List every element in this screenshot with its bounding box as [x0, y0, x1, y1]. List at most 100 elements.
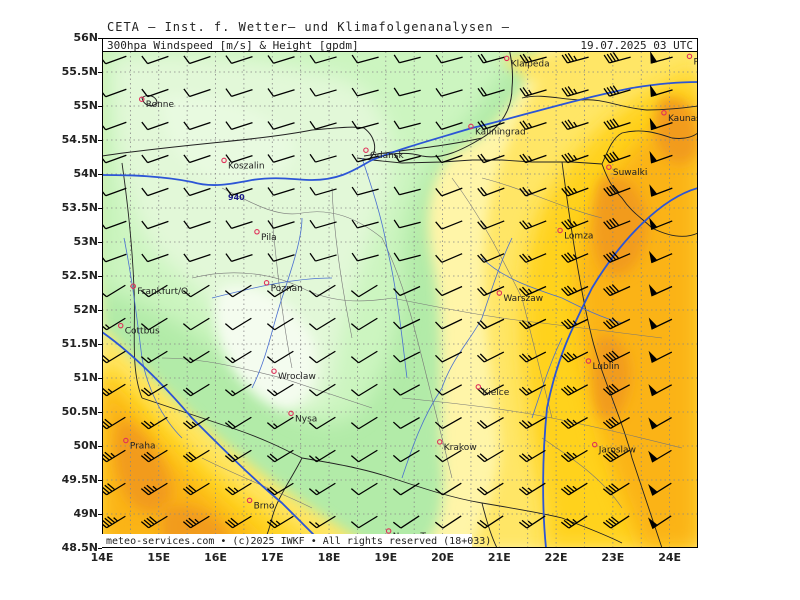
lon-tick-label: 16E [204, 551, 227, 564]
wind-barb [308, 449, 336, 463]
city-label: Koszalin [228, 161, 265, 171]
wind-barb [266, 317, 294, 331]
wind-barb [477, 53, 505, 64]
wind-barb [308, 284, 336, 298]
city-label: Praha [130, 442, 156, 452]
wind-barb [434, 515, 462, 529]
wind-barb [477, 186, 505, 197]
wind-barb [267, 220, 295, 229]
lat-tick-mark [98, 72, 102, 73]
wind-barb [140, 416, 168, 430]
wind-barb [602, 383, 631, 396]
wind-barb [102, 515, 126, 529]
lat-tick-label: 55N [73, 99, 98, 112]
wind-barb [435, 87, 463, 97]
city-label: Panevezys [693, 57, 698, 67]
city-label: Kaunas [668, 114, 698, 124]
wind-barb [224, 482, 252, 496]
lat-tick-mark [98, 378, 102, 379]
lat-tick-label: 51N [73, 371, 98, 384]
wind-barb [518, 515, 546, 529]
wind-barb [435, 154, 463, 164]
valid-datetime: 19.07.2025 03 UTC [580, 39, 693, 52]
wind-barb [393, 285, 421, 297]
lon-tick-label: 20E [431, 551, 454, 564]
wind-barb [435, 121, 463, 130]
lat-tick-mark [98, 344, 102, 345]
city-label: Ronne [146, 100, 175, 110]
lon-tick-label: 14E [90, 551, 114, 564]
wind-barb [560, 384, 589, 396]
wind-barb [140, 350, 168, 364]
wind-barb [183, 55, 211, 65]
header-bar: 300hpa Windspeed [m/s] & Height [gpdm] 1… [102, 38, 698, 52]
wind-barb [649, 84, 673, 98]
wind-barb [476, 515, 504, 529]
rivers [123, 157, 623, 479]
lat-tick-mark [98, 38, 102, 39]
wind-barb [602, 350, 631, 363]
wind-barb [309, 54, 337, 64]
wind-barb [560, 515, 588, 529]
city-label: Warszaw [503, 294, 543, 304]
lat-tick-mark [98, 446, 102, 447]
wind-barb [351, 87, 379, 97]
wind-barb [561, 152, 589, 164]
city-label: Gdansk [370, 151, 405, 161]
wind-barb [183, 154, 211, 164]
wind-barb [603, 251, 631, 263]
wind-barb [309, 87, 337, 97]
wind-barb [603, 118, 631, 130]
wind-barb [182, 482, 210, 496]
wind-barb [434, 384, 463, 396]
wind-barb [649, 250, 673, 264]
wind-barb [648, 482, 672, 496]
wind-barb [266, 284, 294, 298]
wind-barb [393, 87, 421, 97]
city-label: Klaipeda [511, 59, 550, 69]
windspeed-shading [102, 38, 698, 548]
wind-barb [308, 515, 336, 529]
city-marker [288, 410, 294, 417]
wind-barb [648, 417, 672, 430]
lat-tick-mark [98, 480, 102, 481]
city-marker [585, 358, 592, 364]
wind-barb [561, 185, 589, 197]
wind-barb [561, 252, 589, 263]
lat-tick-mark [98, 514, 102, 515]
wind-barb [561, 86, 589, 97]
wind-barb [650, 51, 673, 64]
wind-barb [350, 317, 378, 331]
wind-barb [267, 253, 295, 262]
wind-barb [225, 154, 253, 163]
wind-barb [393, 153, 421, 163]
wind-barb [602, 515, 630, 529]
wind-barb [351, 186, 379, 196]
wind-barb [476, 482, 504, 496]
wind-barb [434, 482, 462, 496]
wind-barb [603, 184, 631, 197]
wind-barb [476, 449, 504, 463]
city-marker [221, 157, 227, 164]
lat-tick-label: 49N [73, 507, 98, 520]
city-marker [496, 290, 503, 296]
wind-barb [102, 482, 126, 496]
lon-tick-label: 24E [658, 551, 682, 564]
wind-barb [224, 515, 252, 529]
lon-tick-label: 15E [147, 551, 171, 564]
wind-barb [309, 120, 337, 130]
wind-barb [435, 220, 463, 230]
city-marker [503, 55, 510, 62]
chart-title: CETA – Inst. f. Wetter– und Klimafolgena… [107, 20, 511, 34]
weather-map[interactable]: 940 SiauliaiPanevezysKlaipedaKaunasRonne… [102, 38, 698, 548]
wind-barb [648, 350, 673, 363]
wind-barb [140, 515, 168, 529]
city-label: Lublin [592, 362, 619, 372]
lon-tick-label: 18E [317, 551, 341, 564]
city-marker [130, 283, 136, 289]
wind-barb [561, 318, 589, 330]
city-marker [363, 147, 369, 153]
wind-barb [267, 121, 295, 130]
wind-barb [224, 449, 252, 463]
wind-barb [519, 153, 547, 164]
